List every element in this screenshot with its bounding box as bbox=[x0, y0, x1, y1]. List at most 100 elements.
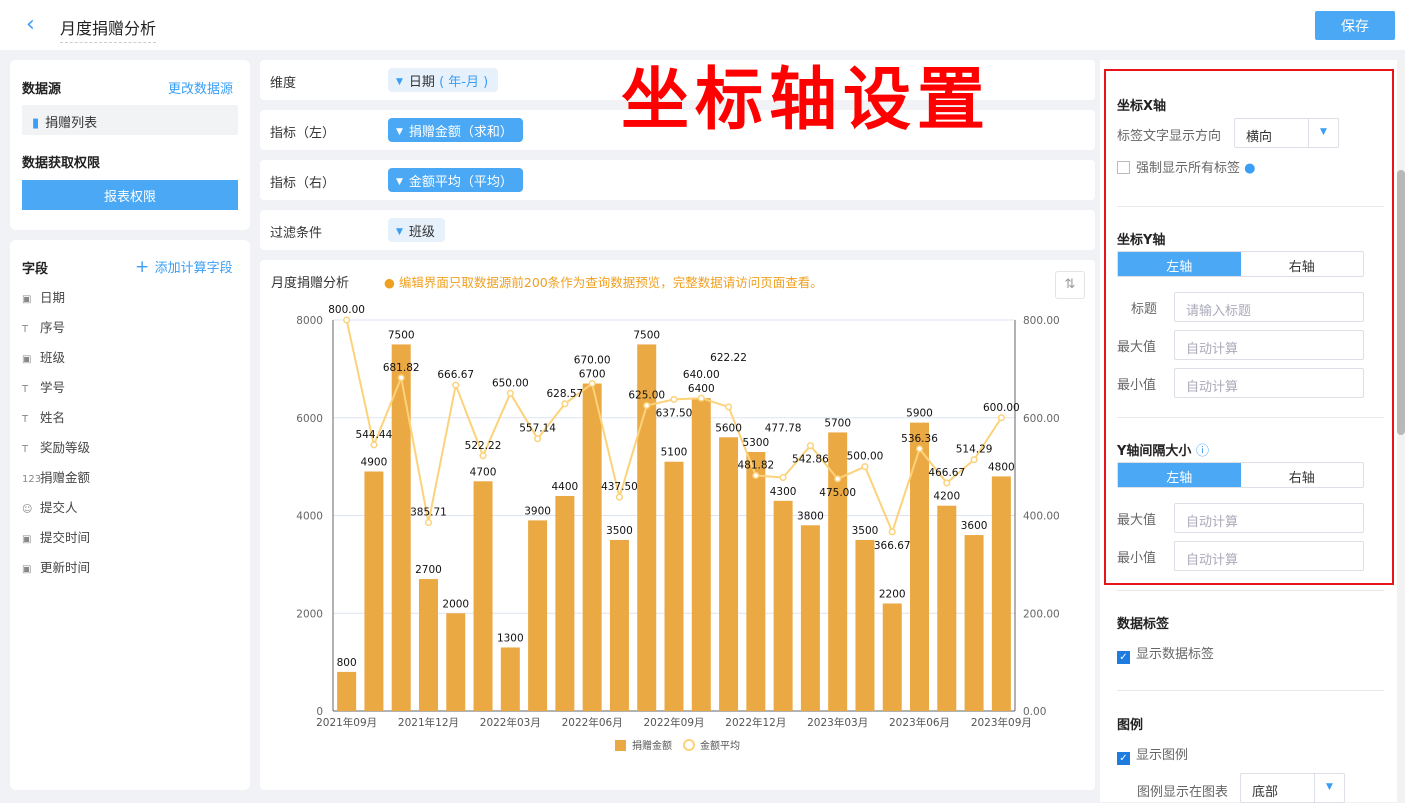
line-point bbox=[888, 528, 896, 536]
field-item[interactable]: ☺ 提交人 bbox=[22, 500, 78, 515]
help-icon: ● bbox=[1244, 161, 1256, 176]
bar-data-label: 6400 bbox=[688, 383, 715, 395]
line-data-label: 628.57 bbox=[547, 388, 584, 400]
add-calculated-field-button[interactable]: + 添加计算字段 bbox=[135, 257, 233, 277]
field-item[interactable]: ▣ 班级 bbox=[22, 350, 66, 365]
swap-axis-icon[interactable]: ⇅ bbox=[1055, 271, 1085, 299]
report-permission-button[interactable]: 报表权限 bbox=[22, 180, 238, 210]
right-axis-tab[interactable]: 右轴 bbox=[1288, 471, 1315, 486]
y-interval-toggle[interactable]: 左轴 右轴 bbox=[1117, 462, 1364, 488]
legend-label: 金额平均 bbox=[700, 739, 740, 752]
line-data-label: 514.29 bbox=[956, 444, 993, 456]
bar-data-label: 4900 bbox=[361, 457, 388, 469]
bar-data-label: 2700 bbox=[415, 564, 442, 576]
page-title[interactable]: 月度捐赠分析 bbox=[60, 15, 157, 43]
chevron-left-icon[interactable]: ‹ bbox=[26, 12, 35, 37]
right-axis-tab[interactable]: 右轴 bbox=[1288, 260, 1315, 275]
datasource-table[interactable]: ▮ 捐赠列表 bbox=[22, 105, 238, 135]
interval-max-input[interactable]: 自动计算 bbox=[1174, 503, 1364, 533]
help-icon: ⓘ bbox=[1195, 444, 1209, 459]
line-data-label: 625.00 bbox=[628, 390, 665, 402]
annotation-char: 置 bbox=[916, 60, 985, 140]
line-point bbox=[806, 442, 814, 450]
line-data-label: 477.78 bbox=[765, 422, 802, 434]
select-field-icon: ▣ bbox=[22, 354, 32, 365]
field-item[interactable]: T 序号 bbox=[22, 320, 66, 335]
field-item[interactable]: ▣ 提交时间 bbox=[22, 530, 91, 545]
caret-down-icon: ▼ bbox=[396, 127, 403, 137]
left-axis-tab[interactable]: 左轴 bbox=[1118, 252, 1241, 276]
x-tick-label: 2023年09月 bbox=[971, 716, 1032, 729]
x-tick-label: 2023年03月 bbox=[807, 716, 868, 729]
y-max-input[interactable]: 自动计算 bbox=[1174, 330, 1364, 360]
x-tick-label: 2023年06月 bbox=[889, 716, 950, 729]
bar bbox=[937, 505, 957, 711]
scrollbar[interactable] bbox=[1397, 60, 1405, 802]
legend-position-select[interactable]: 底部 ▼ bbox=[1240, 773, 1345, 803]
filter-pill[interactable]: ▼ 班级 bbox=[388, 218, 445, 242]
bar bbox=[746, 451, 766, 711]
line-data-label: 481.82 bbox=[737, 460, 774, 472]
show-data-label-checkbox[interactable]: ✓ 显示数据标签 bbox=[1117, 643, 1214, 664]
line-data-label: 522.22 bbox=[465, 440, 502, 452]
line-data-label: 385.71 bbox=[410, 506, 447, 518]
line-point bbox=[397, 374, 405, 382]
line-data-label: 622.22 bbox=[710, 352, 747, 364]
caret-down-icon: ▼ bbox=[1314, 774, 1344, 802]
divider bbox=[1117, 690, 1384, 691]
bar-data-label: 5900 bbox=[906, 408, 933, 420]
line-point bbox=[534, 435, 542, 443]
field-item[interactable]: 123捐赠金额 bbox=[22, 470, 91, 485]
y-min-input[interactable]: 自动计算 bbox=[1174, 368, 1364, 398]
bar bbox=[964, 535, 984, 711]
text-field-icon: T bbox=[22, 324, 29, 335]
interval-min-input[interactable]: 自动计算 bbox=[1174, 541, 1364, 571]
line-point bbox=[943, 479, 951, 487]
line-point bbox=[779, 473, 787, 482]
bar bbox=[664, 461, 684, 711]
bar-data-label: 5300 bbox=[742, 437, 769, 449]
change-datasource-link[interactable]: 更改数据源 bbox=[168, 82, 234, 97]
show-legend-checkbox[interactable]: ✓ 显示图例 bbox=[1117, 744, 1188, 765]
metric-left-row: 指标（左） ▼ 捐赠金额（求和） bbox=[260, 110, 1095, 150]
dimension-pill[interactable]: ▼ 日期 ( 年-月 ) bbox=[388, 68, 499, 92]
save-button[interactable]: 保存 bbox=[1315, 11, 1395, 40]
field-item[interactable]: ▣ 日期 bbox=[22, 290, 66, 305]
field-item[interactable]: ▣ 更新时间 bbox=[22, 560, 91, 575]
divider bbox=[1117, 206, 1384, 207]
field-item[interactable]: T 学号 bbox=[22, 380, 66, 395]
line-point bbox=[370, 441, 378, 449]
y-left-tick-label: 4000 bbox=[296, 511, 323, 523]
x-tick-label: 2022年12月 bbox=[725, 716, 786, 729]
left-axis-tab[interactable]: 左轴 bbox=[1118, 463, 1241, 487]
line-point bbox=[479, 452, 487, 460]
metric-left-pill[interactable]: ▼ 捐赠金额（求和） bbox=[388, 118, 523, 142]
line-point bbox=[588, 379, 596, 388]
bar-data-label: 3600 bbox=[961, 520, 988, 532]
axis-title-input[interactable]: 请输入标题 bbox=[1174, 292, 1364, 322]
annotation-box bbox=[1104, 69, 1394, 585]
bar-data-label: 5600 bbox=[715, 422, 742, 434]
bar-data-label: 4200 bbox=[933, 491, 960, 503]
field-item[interactable]: T 姓名 bbox=[22, 410, 66, 425]
metric-right-pill[interactable]: ▼ 金额平均（平均） bbox=[388, 168, 523, 192]
line-point bbox=[615, 493, 623, 501]
force-labels-checkbox[interactable]: 强制显示所有标签 ● bbox=[1117, 157, 1256, 176]
divider bbox=[1117, 590, 1384, 591]
legend-title: 图例 bbox=[1117, 718, 1144, 733]
x-tick-label: 2021年09月 bbox=[316, 716, 377, 729]
field-item[interactable]: T 奖励等级 bbox=[22, 440, 91, 455]
bar bbox=[609, 539, 629, 711]
direction-select[interactable]: 横向 ▼ bbox=[1234, 118, 1339, 148]
x-tick-label: 2022年03月 bbox=[480, 716, 541, 729]
filter-row: 过滤条件 ▼ 班级 bbox=[260, 210, 1095, 250]
line-point bbox=[670, 395, 678, 403]
y-axis-title: 坐标Y轴 bbox=[1117, 233, 1166, 248]
user-field-icon: ☺ bbox=[22, 504, 33, 515]
y-axis-toggle[interactable]: 左轴 右轴 bbox=[1117, 251, 1364, 277]
line-data-label: 670.00 bbox=[574, 355, 611, 367]
line-data-label: 640.00 bbox=[683, 369, 720, 381]
bar bbox=[528, 520, 548, 711]
divider bbox=[1117, 417, 1384, 418]
date-field-icon: ▣ bbox=[22, 294, 32, 305]
